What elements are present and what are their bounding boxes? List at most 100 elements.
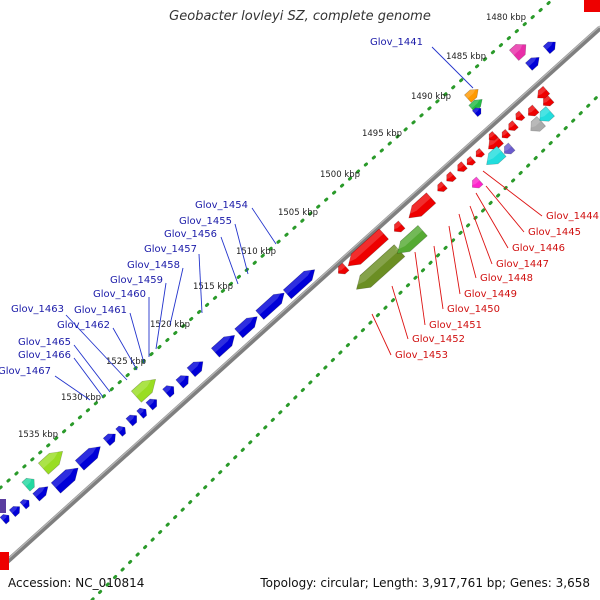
reverse-gene-2 <box>392 220 406 233</box>
forward-gene-label: Glov_1454 <box>195 200 248 211</box>
reverse-callout-line <box>433 245 444 310</box>
reverse-gene-label: Glov_1449 <box>464 289 517 300</box>
forward-gene-8 <box>145 397 158 411</box>
tick-label: 1535 kbp <box>18 430 58 440</box>
forward-callout-line <box>65 314 128 381</box>
forward-gene-label: Glov_1459 <box>110 275 163 286</box>
reverse-gene-label: Glov_1452 <box>412 334 465 345</box>
reverse-gene-label: Glov_1447 <box>496 259 549 270</box>
forward-gene-10 <box>125 413 138 427</box>
genome-backbone <box>0 26 600 570</box>
reverse-gene-14 <box>535 85 551 99</box>
forward-gene-23 <box>542 40 556 55</box>
reverse-gene-7 <box>465 155 477 166</box>
edge-gene-stub-bottom <box>0 552 9 570</box>
reverse-callout-line <box>482 170 543 217</box>
reverse-gene-label: Glov_1444 <box>546 211 599 222</box>
tick-label: 1485 kbp <box>446 52 486 62</box>
tick-label: 1500 kbp <box>320 170 360 180</box>
forward-gene-label: Glov_1465 <box>18 337 71 348</box>
forward-callout-line <box>54 375 91 401</box>
tick-label: 1515 kbp <box>193 282 233 292</box>
forward-gene-label: Glov_1460 <box>93 289 146 300</box>
forward-callout-line <box>198 253 203 314</box>
tick-label: 1505 kbp <box>278 208 318 218</box>
forward-gene-24 <box>464 87 479 103</box>
reverse-gene-16 <box>395 225 428 254</box>
forward-gene-label: Glov_1441 <box>370 37 423 48</box>
forward-gene-label: Glov_1461 <box>74 305 127 316</box>
forward-gene-label: Glov_1458 <box>127 260 180 271</box>
reverse-gene-10 <box>500 128 512 139</box>
forward-gene-13 <box>74 444 101 471</box>
forward-gene-label: Glov_1466 <box>18 350 71 361</box>
forward-gene-26 <box>471 106 482 118</box>
reverse-callout-line <box>458 213 477 279</box>
forward-callout-line <box>73 344 111 393</box>
reverse-gene-23 <box>487 130 499 141</box>
forward-gene-0 <box>282 267 316 300</box>
reverse-gene-5 <box>445 171 457 182</box>
tick-label: 1480 kbp <box>486 13 526 23</box>
reverse-gene-21 <box>537 106 555 122</box>
forward-gene-14 <box>50 465 79 494</box>
tick-label: 1510 kbp <box>236 247 276 257</box>
reverse-gene-label: Glov_1445 <box>528 227 581 238</box>
forward-gene-1 <box>255 290 285 320</box>
tick-label: 1525 kbp <box>106 357 146 367</box>
reverse-gene-12 <box>526 104 540 117</box>
forward-gene-20 <box>0 513 10 525</box>
forward-gene-7 <box>130 376 157 403</box>
edge-gene-stub-top <box>584 0 600 12</box>
forward-gene-15 <box>37 448 64 475</box>
reverse-gene-0 <box>345 228 389 267</box>
reverse-callout-line <box>414 251 426 326</box>
forward-gene-6 <box>162 384 175 398</box>
reverse-gene-15 <box>353 244 406 290</box>
reverse-gene-8 <box>474 147 486 158</box>
reverse-callout-line <box>371 313 392 356</box>
map-title: Geobacter lovleyi SZ, complete genome <box>169 9 431 24</box>
reverse-callout-line <box>391 285 409 340</box>
forward-gene-9 <box>136 407 147 419</box>
forward-gene-18 <box>19 498 30 510</box>
reverse-gene-18 <box>502 142 516 155</box>
reverse-callout-line <box>475 192 509 249</box>
tick-label: 1530 kbp <box>61 393 101 403</box>
forward-callout-line <box>129 312 145 364</box>
outer-tick-ring <box>0 0 554 490</box>
reverse-gene-label: Glov_1446 <box>512 243 565 254</box>
forward-gene-label: Glov_1467 <box>0 366 51 377</box>
forward-gene-label: Glov_1463 <box>11 304 64 315</box>
tick-label: 1490 kbp <box>411 92 451 102</box>
forward-gene-22 <box>525 55 540 71</box>
forward-callout-line <box>112 327 138 371</box>
forward-gene-5 <box>175 373 189 389</box>
reverse-gene-19 <box>470 176 484 189</box>
forward-callout-line <box>431 46 474 89</box>
forward-gene-2 <box>234 314 258 339</box>
forward-callout-line <box>155 282 167 350</box>
edge-gene-stub-left <box>0 499 6 513</box>
forward-gene-16 <box>32 484 49 502</box>
reverse-gene-label: Glov_1448 <box>480 273 533 284</box>
forward-gene-label: Glov_1455 <box>179 216 232 227</box>
reverse-gene-11 <box>507 120 519 131</box>
forward-gene-4 <box>186 359 204 378</box>
forward-gene-21 <box>508 42 527 61</box>
reverse-callout-line <box>469 205 493 265</box>
forward-callout-line <box>251 207 277 245</box>
forward-callout-line <box>73 357 104 398</box>
tick-label: 1495 kbp <box>362 129 402 139</box>
genome-backbone-highlight <box>0 25 600 567</box>
reverse-gene-label: Glov_1451 <box>429 320 482 331</box>
forward-gene-17 <box>21 477 35 492</box>
reverse-gene-3 <box>406 192 437 219</box>
forward-gene-19 <box>8 504 21 518</box>
reverse-gene-label: Glov_1450 <box>447 304 500 315</box>
forward-gene-label: Glov_1456 <box>164 229 217 240</box>
forward-callout-line <box>220 236 239 285</box>
reverse-callout-line <box>485 185 525 233</box>
accession-label: Accession: NC_010814 <box>8 576 145 590</box>
